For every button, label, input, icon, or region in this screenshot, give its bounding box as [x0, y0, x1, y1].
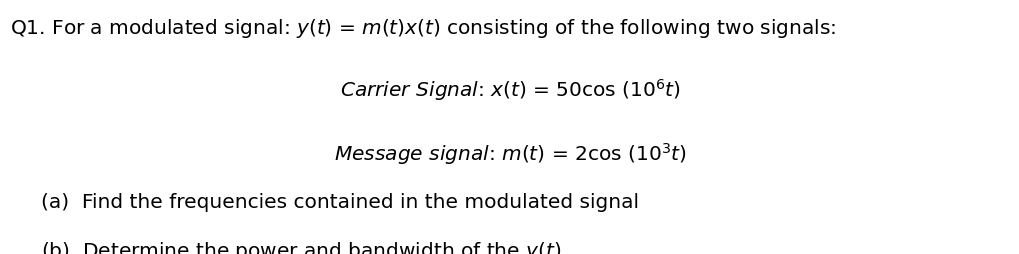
Text: $\mathit{Carrier\ Signal}$: $x(t)$ = 50cos (10$^6$$t$): $\mathit{Carrier\ Signal}$: $x(t)$ = 50c… [339, 77, 680, 103]
Text: $\mathit{Message\ signal}$: $m(t)$ = 2cos (10$^3$$t$): $\mathit{Message\ signal}$: $m(t)$ = 2co… [333, 141, 686, 167]
Text: Q1. For a modulated signal: $y(t)$ = $m(t)x(t)$ consisting of the following two : Q1. For a modulated signal: $y(t)$ = $m(… [10, 17, 836, 40]
Text: (a)  Find the frequencies contained in the modulated signal: (a) Find the frequencies contained in th… [41, 193, 638, 212]
Text: (b)  Determine the power and bandwidth of the $y(t)$: (b) Determine the power and bandwidth of… [41, 240, 560, 254]
